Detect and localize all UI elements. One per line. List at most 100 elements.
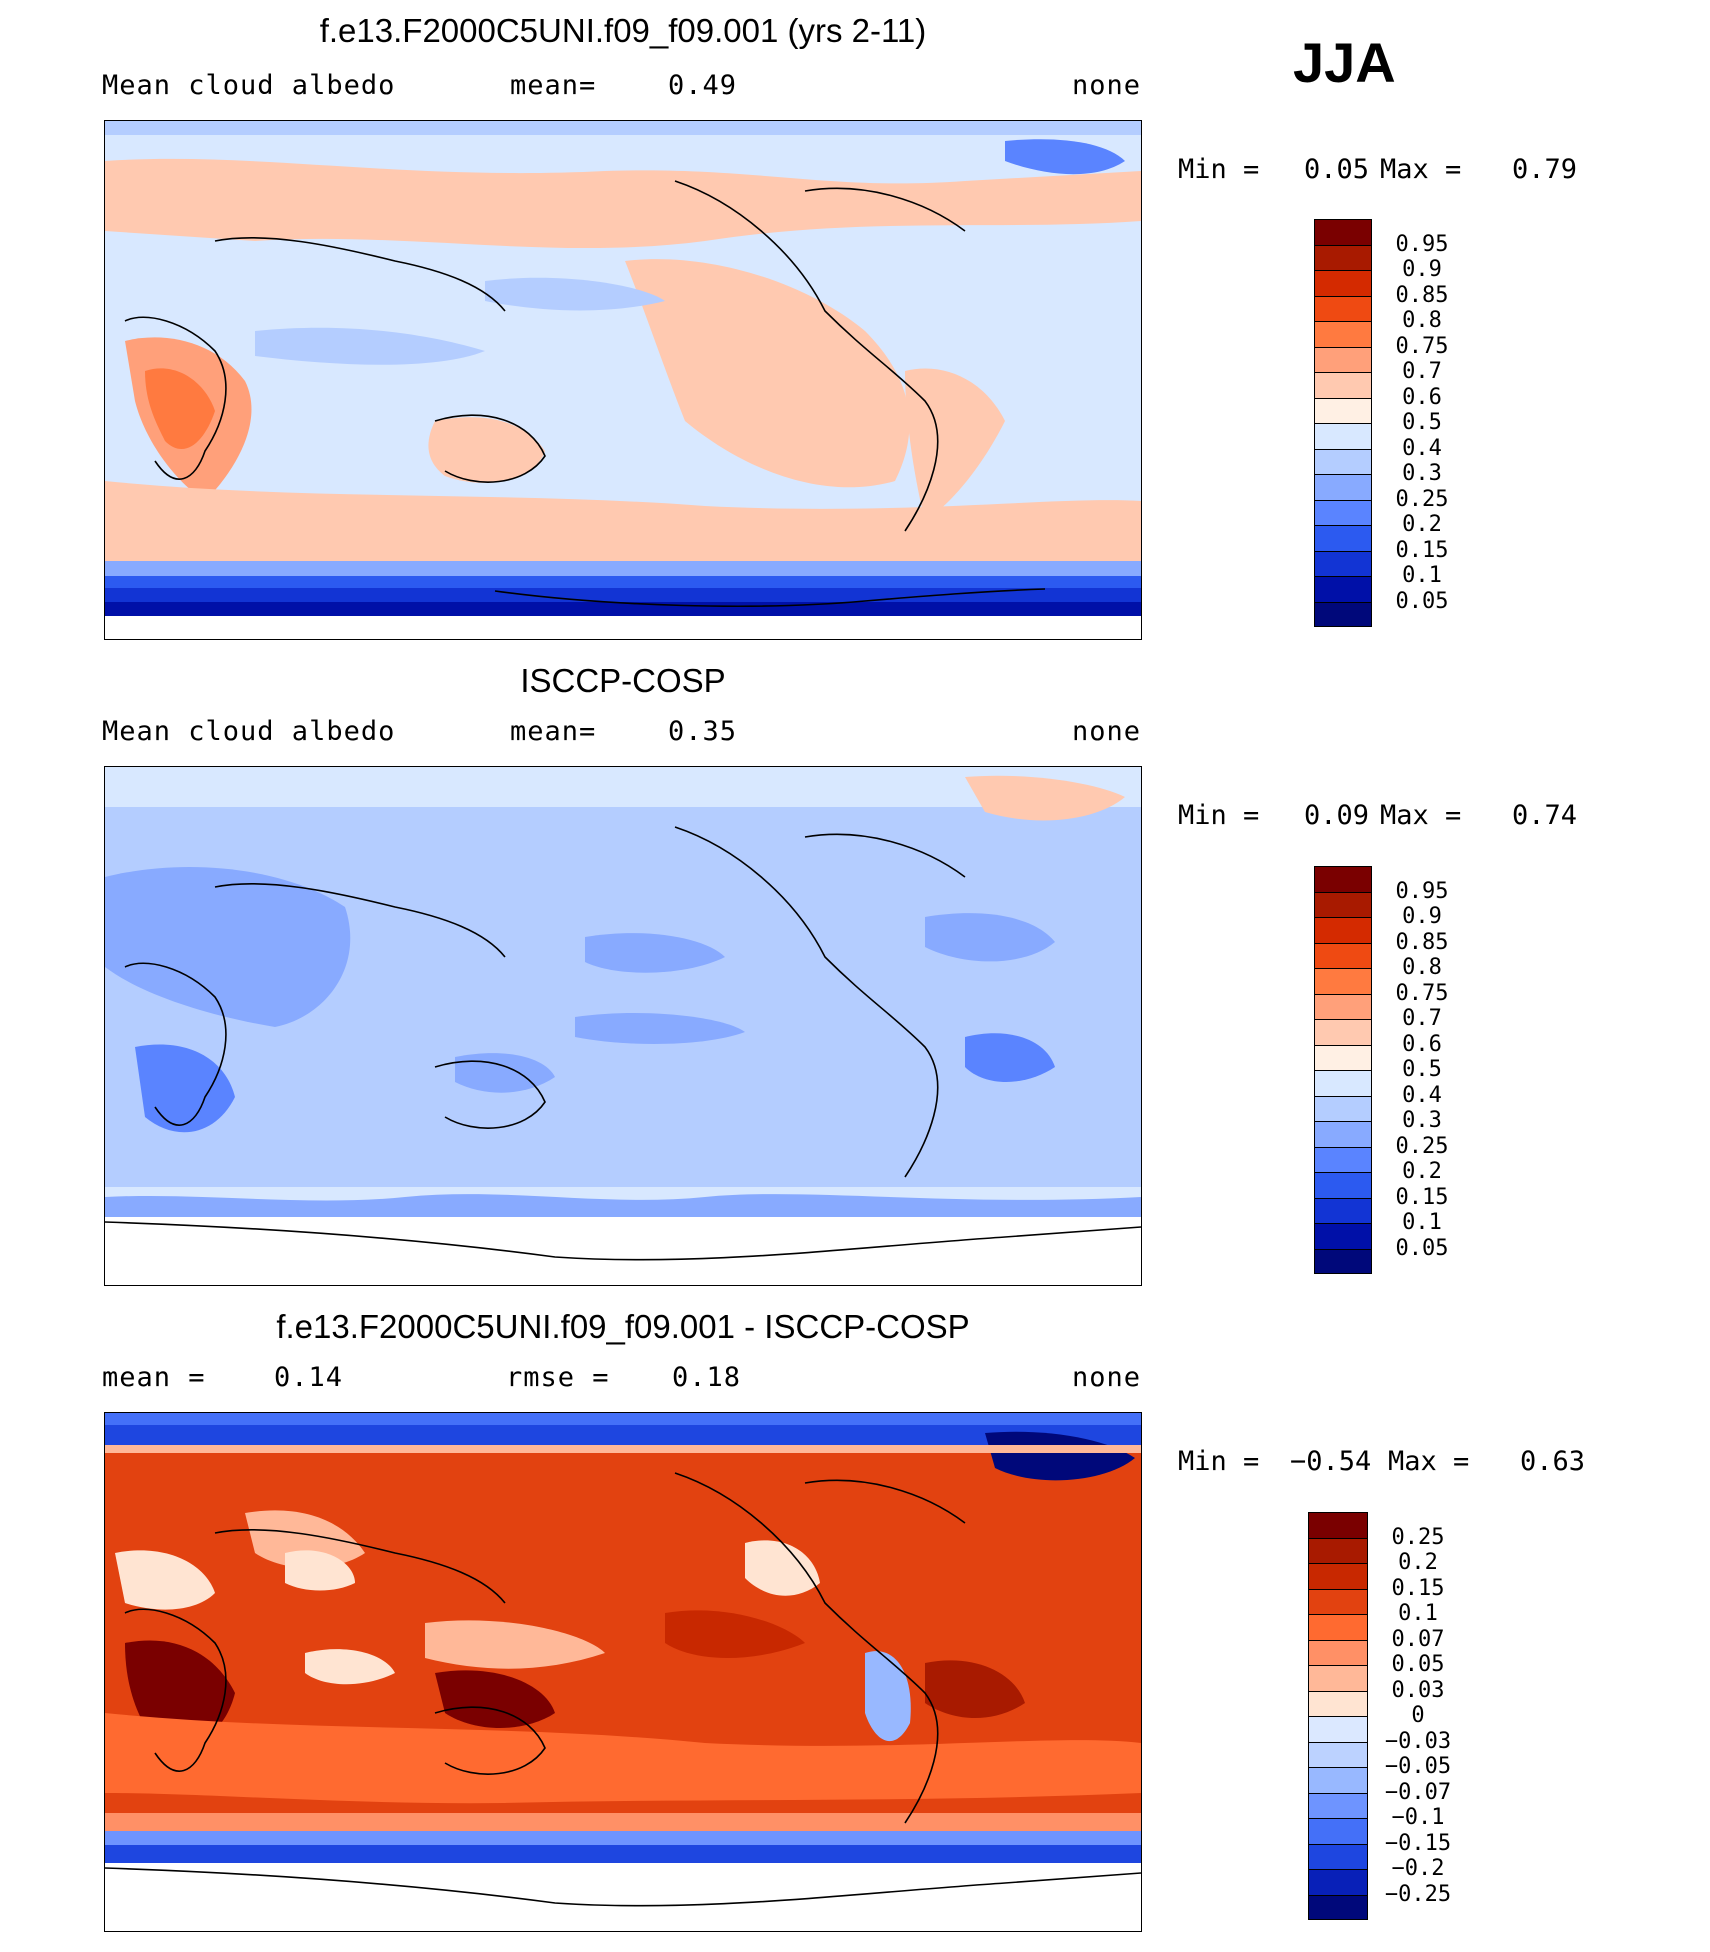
colorbar-tick-label: 0.05: [1395, 588, 1449, 614]
colorbar-swatch: [1314, 1146, 1372, 1172]
colorbar-tick-label: 0.2: [1402, 512, 1442, 537]
panel1-max-label: Max =: [1380, 154, 1462, 185]
panel2-min-label: Min =: [1178, 800, 1260, 831]
panel3-colorbar: 0.25 0.2 0.15 0.1 0.07 0.05 0.03 0 −0.03 −0.05 −0.…: [1308, 1512, 1451, 1920]
colorbar-tick-label: 0.75: [1395, 980, 1449, 1006]
colorbar-tick-label: 0.15: [1395, 537, 1449, 563]
colorbar-tick-label: 0.15: [1395, 1184, 1449, 1210]
colorbar-swatch: [1314, 270, 1372, 296]
season-label: JJA: [1293, 31, 1396, 94]
colorbar-swatch: [1314, 968, 1372, 994]
colorbar-swatch: [1308, 1767, 1368, 1793]
colorbar-swatch: [1314, 576, 1372, 602]
panel3-title: f.e13.F2000C5UNI.f09_f09.001 - ISCCP-COS…: [276, 1308, 970, 1345]
panel2-max-label: Max =: [1380, 800, 1462, 831]
colorbar-tick-label: 0.7: [1402, 359, 1442, 384]
colorbar-swatch: [1314, 550, 1372, 576]
colorbar-swatch: [1308, 1818, 1368, 1844]
colorbar-tick-label: 0.1: [1398, 1601, 1438, 1626]
panel3-map: [104, 1412, 1142, 1932]
panel3-max-value: 0.63: [1520, 1446, 1586, 1477]
panel2-title: ISCCP-COSP: [520, 662, 726, 699]
panel1-max-value: 0.79: [1512, 154, 1578, 185]
panel1-units: none: [1072, 70, 1142, 101]
colorbar-tick-label: 0.85: [1395, 282, 1449, 308]
colorbar-tick-label: 0.1: [1402, 1210, 1442, 1235]
panel3-min-label: Min =: [1178, 1446, 1260, 1477]
colorbar-swatch: [1314, 866, 1372, 892]
colorbar-tick-label: 0.25: [1391, 1524, 1445, 1550]
colorbar-swatch: [1314, 346, 1372, 372]
colorbar-swatch: [1314, 917, 1372, 943]
colorbar-tick-label: 0.05: [1395, 1235, 1449, 1261]
panel2-mean-value: 0.35: [668, 716, 738, 747]
colorbar-tick-label: 0.5: [1402, 410, 1442, 435]
colorbar-tick-label: −0.15: [1384, 1830, 1452, 1856]
colorbar-tick-label: 0.15: [1391, 1575, 1445, 1601]
colorbar-swatch: [1308, 1614, 1368, 1640]
colorbar-swatch: [1308, 1792, 1368, 1818]
panel3-units: none: [1072, 1362, 1142, 1393]
colorbar-tick-label: 0.03: [1391, 1677, 1445, 1703]
colorbar-swatch: [1308, 1894, 1368, 1920]
colorbar-swatch: [1314, 601, 1372, 627]
panel1-min-label: Min =: [1178, 154, 1260, 185]
colorbar-tick-label: −0.1: [1391, 1805, 1445, 1830]
colorbar-tick-label: 0.7: [1402, 1006, 1442, 1031]
colorbar-tick-label: 0.9: [1402, 257, 1442, 282]
colorbar-swatch: [1314, 1044, 1372, 1070]
colorbar-tick-label: 0.4: [1402, 1082, 1442, 1108]
colorbar-tick-label: 0.3: [1402, 1108, 1442, 1133]
panel1-colorbar: 0.95 0.9 0.85 0.8 0.75 0.7 0.6 0.5 0.4 0.3 0.25 0.2…: [1314, 219, 1448, 627]
panel2-map-field: [105, 767, 1141, 1285]
colorbar-swatch: [1314, 1223, 1372, 1249]
colorbar-swatch: [1314, 1248, 1372, 1274]
colorbar-swatch: [1314, 891, 1372, 917]
colorbar-swatch: [1314, 1070, 1372, 1096]
colorbar-tick-label: 0.2: [1402, 1159, 1442, 1184]
panel2-colorbar: 0.95 0.9 0.85 0.8 0.75 0.7 0.6 0.5 0.4 0.3 0.25 0.2…: [1314, 866, 1448, 1274]
colorbar-swatch: [1314, 397, 1372, 423]
colorbar-swatch: [1314, 321, 1372, 347]
colorbar-swatch: [1314, 993, 1372, 1019]
colorbar-swatch: [1308, 1588, 1368, 1614]
colorbar-swatch: [1314, 1121, 1372, 1147]
colorbar-tick-label: 0.95: [1395, 878, 1449, 904]
colorbar-swatch: [1314, 1019, 1372, 1045]
colorbar-tick-label: 0.4: [1402, 435, 1442, 461]
panel3-max-label: Max =: [1388, 1446, 1470, 1477]
colorbar-swatch: [1308, 1665, 1368, 1691]
colorbar-swatch: [1314, 423, 1372, 449]
colorbar-tick-label: −0.07: [1384, 1779, 1452, 1805]
panel3-min-value: −0.54: [1290, 1446, 1372, 1477]
panel2-max-value: 0.74: [1512, 800, 1578, 831]
colorbar-tick-label: 0.5: [1402, 1057, 1442, 1082]
panel2-mean-label: mean=: [510, 716, 597, 747]
colorbar-swatch: [1308, 1869, 1368, 1895]
colorbar-tick-label: 0.25: [1395, 486, 1449, 512]
colorbar-swatch: [1314, 448, 1372, 474]
colorbar-tick-label: 0.25: [1395, 1133, 1449, 1159]
panel2-units: none: [1072, 716, 1142, 747]
colorbar-swatch: [1308, 1563, 1368, 1589]
colorbar-swatch: [1314, 1172, 1372, 1198]
panel1-map: [104, 120, 1142, 640]
colorbar-swatch: [1314, 295, 1372, 321]
colorbar-tick-label: 0.9: [1402, 904, 1442, 929]
panel2-min-value: 0.09: [1304, 800, 1370, 831]
colorbar-tick-label: −0.25: [1384, 1881, 1452, 1907]
colorbar-tick-label: 0.8: [1402, 308, 1442, 333]
colorbar-tick-label: 0.07: [1391, 1626, 1445, 1652]
colorbar-swatch: [1308, 1690, 1368, 1716]
colorbar-swatch: [1314, 525, 1372, 551]
colorbar-swatch: [1308, 1843, 1368, 1869]
colorbar-tick-label: −0.03: [1384, 1728, 1452, 1754]
colorbar-swatch: [1314, 474, 1372, 500]
panel1-mean-label: mean=: [510, 70, 597, 101]
panel3-rmse-label: rmse =: [506, 1362, 610, 1393]
colorbar-swatch: [1308, 1512, 1368, 1538]
colorbar-tick-label: 0.95: [1395, 231, 1449, 257]
panel1-variable-label: Mean cloud albedo: [102, 70, 396, 101]
colorbar-tick-label: 0.05: [1391, 1652, 1445, 1677]
panel2-map: [104, 766, 1142, 1286]
